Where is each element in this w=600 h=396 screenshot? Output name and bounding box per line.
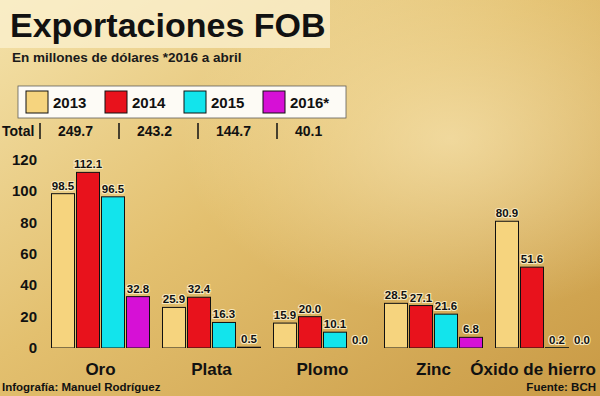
bar [77,172,100,348]
data-label: 32.4 [188,283,211,295]
data-label: 98.5 [52,180,75,192]
bar [385,303,408,348]
background-light [0,0,600,396]
bar [496,221,519,348]
subtitle: En millones de dólares *2016 a abril [12,50,242,65]
data-label: 112.1 [74,158,103,170]
y-tick-label: 80 [20,214,37,231]
source: Fuente: BCH [526,381,596,393]
bar [546,347,569,348]
data-label: 32.8 [127,283,150,295]
total-value: 144.7 [216,123,251,139]
total-value: 40.1 [295,123,322,139]
legend-label: 2014 [132,94,166,111]
data-label: 0.0 [574,334,590,346]
bar [274,323,297,348]
bar [324,332,347,348]
x-tick-label: Plata [191,360,232,379]
data-label: 0.2 [549,334,565,346]
y-tick-label: 120 [12,151,37,168]
credit: Infografía: Manuel Rodríguez [2,381,161,393]
bar [521,267,544,348]
bar [299,317,322,348]
data-label: 16.3 [213,308,235,320]
legend-label: 2016* [290,94,329,111]
x-tick-label: Oro [85,360,115,379]
data-label: 80.9 [496,207,518,219]
legend-box [18,86,346,118]
legend-swatch [184,91,206,113]
data-labels: 98.5 25.9 15.9 28.5 80.9 112.1 32.4 20.0 27.1 51.… [52,158,590,346]
total-value: 249.7 [58,123,93,139]
bar [571,348,594,349]
data-label: 51.6 [521,253,543,265]
page: {"chart_data": { "type": "bar", "title":… [0,0,600,396]
bar [460,337,483,348]
bar [52,194,75,348]
x-tick-label: Plomo [297,360,349,379]
legend: 2013 2014 2015 2016* [18,86,346,118]
bar [127,297,150,348]
bar [238,347,261,348]
total-label: Total [2,123,34,139]
bar [349,348,372,349]
data-label: 15.9 [274,309,296,321]
totals: Total 249.7 243.2 144.7 40.1 [2,123,322,139]
data-label: 25.9 [163,293,185,305]
x-tick-label: Zinc [416,360,451,379]
total-separator [39,123,41,139]
legend-swatch [105,91,127,113]
y-tick-label: 20 [20,308,37,325]
title-band [0,0,330,48]
bar [102,197,125,348]
total-separator [197,123,199,139]
total-value: 243.2 [137,123,172,139]
data-label: 20.0 [299,303,321,315]
data-label: 10.1 [324,318,347,330]
data-label: 96.5 [102,183,125,195]
legend-label: 2013 [53,94,86,111]
x-axis: Oro Plata Plomo Zinc Óxido de hierro [85,360,596,379]
data-label: 28.5 [385,289,408,301]
data-label: 0.5 [241,333,258,345]
bars [52,172,569,348]
total-separator [276,123,278,139]
y-tick-label: 0 [29,339,37,356]
title: Exportaciones FOB [10,6,326,44]
legend-swatch [263,91,285,113]
y-axis: 0 20 40 60 80 100 120 [12,151,37,356]
total-separator [118,123,120,139]
bar [163,307,186,348]
legend-swatch [26,91,48,113]
bar [213,322,236,348]
data-label: 6.8 [463,323,480,335]
bar [188,297,211,348]
y-tick-label: 100 [12,182,37,199]
legend-label: 2015 [211,94,244,111]
data-label: 27.1 [410,292,433,304]
bar [435,314,458,348]
y-tick-label: 60 [20,245,37,262]
y-tick-label: 40 [20,276,37,293]
data-label: 0.0 [352,334,368,346]
bar [410,306,433,348]
background [0,0,600,396]
x-tick-label: Óxido de hierro [470,360,596,379]
data-label: 21.6 [435,300,457,312]
chart: Exportaciones FOB En millones de dólares … [0,0,600,396]
